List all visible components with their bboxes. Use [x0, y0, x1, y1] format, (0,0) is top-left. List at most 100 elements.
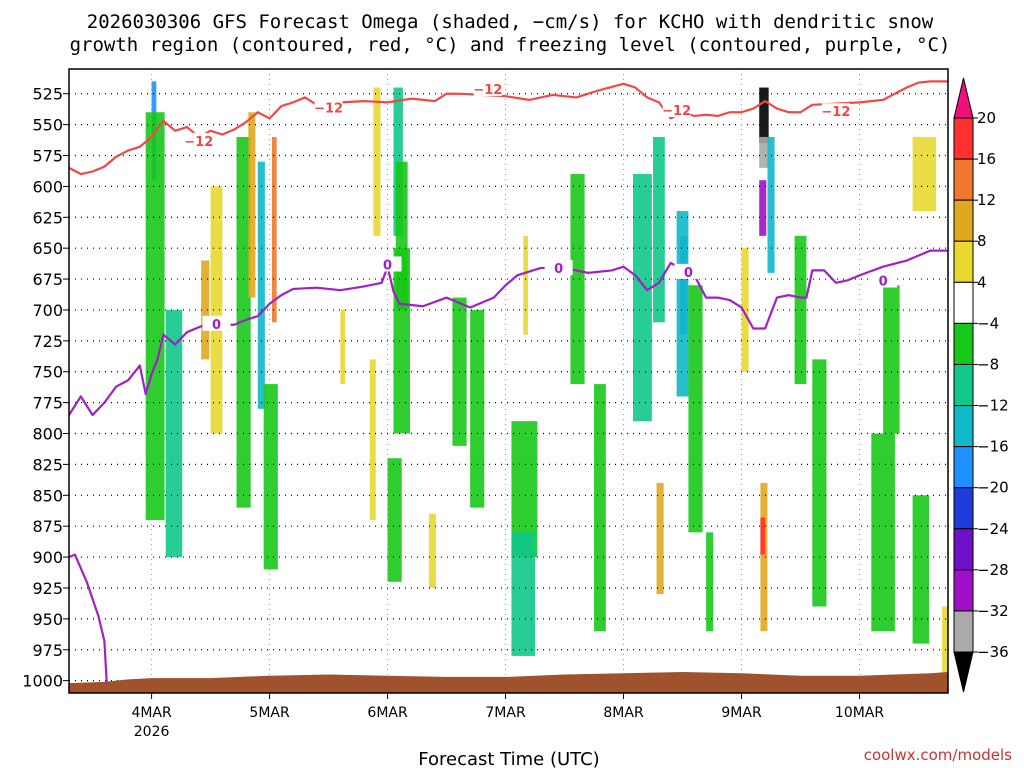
y-tick-label-525: 525	[32, 85, 63, 104]
omega-cell-34	[759, 136, 769, 168]
colorbar-segment-0	[953, 117, 974, 160]
omega-cell-30	[688, 285, 703, 533]
credit-text: coolwx.com/models	[864, 746, 1012, 764]
y-tick-label-900: 900	[32, 548, 63, 567]
omega-cell-32	[741, 248, 749, 372]
colorbar-label-8: −16	[977, 438, 1009, 456]
omega-cell-41	[871, 433, 895, 632]
y-tick-label-875: 875	[32, 517, 63, 536]
omega-cell-16	[395, 161, 408, 310]
omega-cell-29	[656, 482, 664, 595]
y-tick-label-800: 800	[32, 425, 63, 444]
dgz-contour-label-bg-4	[821, 103, 850, 119]
omega-cell-43	[912, 136, 937, 212]
dgz-contour-label-3: −12	[662, 104, 691, 119]
colorbar-label-4: 4	[977, 273, 987, 291]
x-tick-sublabel-0: 2026	[134, 724, 170, 740]
x-axis-label: Forecast Time (UTC)	[418, 749, 599, 768]
y-tick-label-925: 925	[32, 579, 63, 598]
omega-cell-39	[794, 235, 807, 385]
colorbar-label-12: −32	[977, 602, 1009, 620]
omega-cell-33	[759, 87, 769, 144]
colorbar-label-1: 16	[977, 150, 996, 168]
colorbar-segment-11	[953, 569, 974, 612]
dgz-contour-line	[68, 80, 948, 176]
colorbar-segment-4	[953, 281, 974, 324]
y-tick-label-975: 975	[32, 641, 63, 660]
dgz-contour-label-bg-2	[473, 81, 502, 97]
freezing-contour-label-bg-2	[544, 260, 573, 276]
y-tick-label-950: 950	[32, 610, 63, 629]
freezing-contour-label-4: 0	[879, 275, 888, 290]
dgz-contour-label-4: −12	[821, 105, 850, 120]
y-tick-label-775: 775	[32, 394, 63, 413]
colorbar-segment-2	[953, 199, 974, 242]
grid-lines	[69, 69, 948, 693]
y-axis: 525 550 575 600 625 650 675 700 725 750 775 800 825 8…	[22, 85, 69, 691]
y-tick-label-625: 625	[32, 208, 63, 227]
y-tick-label-550: 550	[32, 116, 63, 135]
colorbar-label-13: −36	[977, 643, 1009, 661]
omega-cell-28	[676, 211, 689, 397]
colorbar-segment-1	[953, 158, 974, 201]
omega-cell-24	[594, 384, 606, 632]
y-tick-label-850: 850	[32, 486, 63, 505]
omega-cell-8	[271, 136, 277, 323]
omega-cell-37	[760, 482, 768, 632]
freezing-level-contour-lower	[68, 553, 108, 684]
omega-cell-14	[373, 87, 381, 236]
colorbar-label-6: −8	[977, 355, 999, 373]
dgz-contour-label-bg-0	[184, 132, 213, 148]
colorbar-label-9: −20	[977, 479, 1009, 497]
x-tick-label-5: 9MAR	[721, 705, 762, 721]
omega-cell-17	[428, 513, 436, 588]
y-tick-label-650: 650	[32, 239, 63, 258]
colorbar-label-2: 12	[977, 191, 996, 209]
dgz-contour-label-0: −12	[184, 135, 213, 150]
contours: −12 −12 −12 −12 −12 0 0 0 0 0	[68, 80, 948, 684]
terrain-shape	[69, 671, 948, 693]
omega-cell-36	[767, 136, 775, 273]
colorbar-bottom-triangle	[953, 651, 974, 693]
chart-title-line-2: growth region (contoured, red, °C) and f…	[70, 34, 951, 56]
x-tick-label-6: 10MAR	[835, 705, 884, 721]
freezing-contour-label-0: 0	[212, 318, 221, 333]
y-tick-label-575: 575	[32, 146, 63, 165]
colorbar-label-7: −12	[977, 397, 1009, 415]
colorbar-segment-9	[953, 487, 974, 530]
colorbar-segment-5	[953, 322, 974, 365]
colorbar-label-11: −28	[977, 561, 1009, 579]
omega-cell-3	[201, 260, 210, 360]
x-tick-label-4: 8MAR	[603, 705, 644, 721]
omega-cell-38	[760, 517, 766, 555]
colorbar-label-3: 8	[977, 232, 987, 250]
omega-cell-25	[632, 174, 652, 422]
colorbar-segment-3	[953, 240, 974, 283]
omega-cell-21	[511, 532, 536, 656]
dgz-contour-label-2: −12	[473, 83, 502, 98]
x-tick-label-1: 5MAR	[249, 705, 290, 721]
omega-cell-35	[759, 180, 767, 236]
omega-cell-7	[257, 161, 265, 409]
omega-cell-44	[912, 495, 930, 644]
x-tick-label-2: 6MAR	[367, 705, 408, 721]
omega-cell-23	[570, 174, 585, 385]
chart-title-line-1: 2026030306 GFS Forecast Omega (shaded, −…	[87, 11, 934, 33]
y-tick-label-725: 725	[32, 332, 63, 351]
omega-cell-19	[470, 309, 485, 508]
omega-cell-9	[263, 384, 278, 570]
colorbar-label-5: −4	[977, 314, 999, 332]
plot-frame	[68, 68, 949, 694]
plot-area: −12 −12 −12 −12 −12 0 0 0 0 0	[68, 68, 949, 694]
freezing-contour-label-bg-3	[674, 263, 703, 279]
omega-cell-6	[248, 112, 256, 298]
x-tick-label-3: 7MAR	[485, 705, 526, 721]
freezing-contour-label-3: 0	[684, 266, 693, 281]
colorbar-segment-12	[953, 610, 974, 653]
freezing-level-contour-line	[68, 249, 948, 417]
y-tick-label-825: 825	[32, 455, 63, 474]
freezing-contour-label-bg-1	[373, 256, 402, 272]
y-tick-label-675: 675	[32, 270, 63, 289]
colorbar-segment-6	[953, 363, 974, 407]
omega-cell-12	[387, 458, 402, 582]
